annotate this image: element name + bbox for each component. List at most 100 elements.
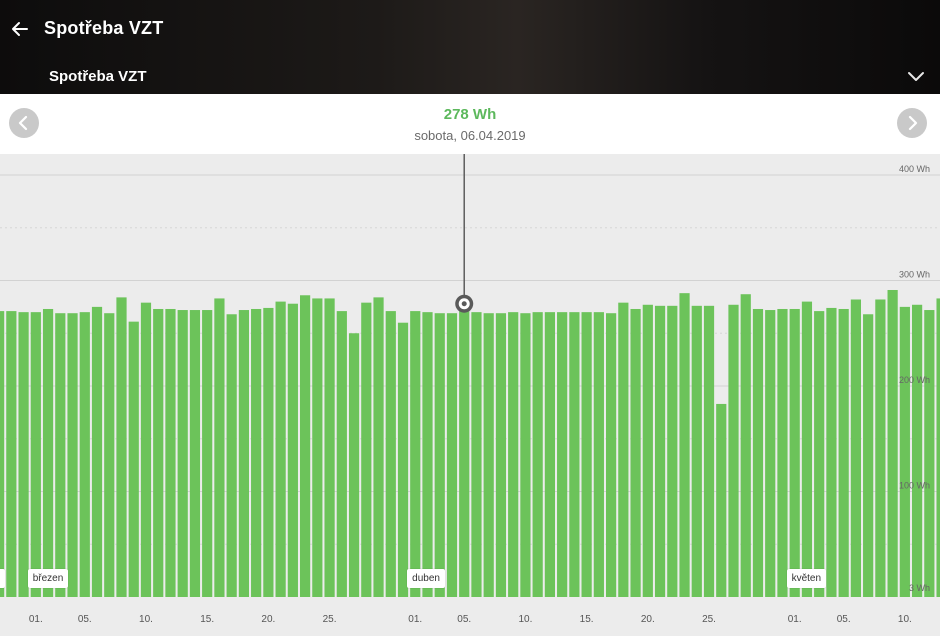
chart-bar[interactable] xyxy=(177,310,188,597)
chart-bar[interactable] xyxy=(642,304,653,597)
chart-bar[interactable] xyxy=(459,303,470,597)
chart-bar[interactable] xyxy=(826,307,837,597)
chart-bar[interactable] xyxy=(520,313,531,597)
chart-bar[interactable] xyxy=(581,312,592,597)
chart-bar[interactable] xyxy=(30,312,41,597)
chart-bar[interactable] xyxy=(924,310,935,597)
chart-bar[interactable] xyxy=(936,298,940,597)
chart-bar[interactable] xyxy=(667,305,678,597)
chart-bar[interactable] xyxy=(814,311,825,597)
chart-bar[interactable] xyxy=(544,312,555,597)
x-tick-label: 01. xyxy=(788,614,802,625)
chart-bar[interactable] xyxy=(912,304,923,597)
chart-bar[interactable] xyxy=(128,321,139,597)
chart-bar[interactable] xyxy=(275,301,286,597)
chart-bar[interactable] xyxy=(55,313,66,597)
month-label: duben xyxy=(407,569,445,588)
chevron-down-icon[interactable] xyxy=(904,66,928,88)
series-dropdown-value[interactable]: Spotřeba VZT xyxy=(49,68,147,85)
x-tick-label: 15. xyxy=(200,614,214,625)
chart-bar[interactable] xyxy=(373,297,384,597)
y-tick-label: 200 Wh xyxy=(899,375,930,385)
chart-bar[interactable] xyxy=(777,308,788,597)
chart-bar[interactable] xyxy=(593,312,604,597)
chart-bar[interactable] xyxy=(361,302,372,597)
x-tick-label: 25. xyxy=(702,614,716,625)
chart-bar[interactable] xyxy=(863,314,874,597)
back-arrow-icon[interactable] xyxy=(8,16,32,42)
x-tick-label: 15. xyxy=(580,614,594,625)
consumption-bar-chart[interactable]: 400 Wh 300 Wh 200 Wh 100 Wh 3 Wh 01. 05. 10. 15.… xyxy=(0,154,940,636)
chart-bar[interactable] xyxy=(765,310,776,597)
chart-bar[interactable] xyxy=(606,313,617,597)
chart-bar[interactable] xyxy=(483,313,494,597)
x-tick-label: 20. xyxy=(641,614,655,625)
chart-bar[interactable] xyxy=(214,298,225,597)
chart-bar[interactable] xyxy=(654,305,666,597)
selection-info-bar: 278 Wh sobota, 06.04.2019 xyxy=(0,94,940,154)
chart-bar[interactable] xyxy=(532,312,543,597)
chart-bar[interactable] xyxy=(899,306,910,597)
y-tick-label: 400 Wh xyxy=(899,164,930,174)
chart-bar[interactable] xyxy=(67,313,78,597)
chart-bar[interactable] xyxy=(238,310,249,597)
previous-button[interactable] xyxy=(9,108,39,138)
chart-bar[interactable] xyxy=(18,312,29,597)
chart-bar[interactable] xyxy=(312,298,323,597)
chart-bar[interactable] xyxy=(703,305,715,597)
chart-bar[interactable] xyxy=(385,311,396,597)
chart-bar[interactable] xyxy=(165,308,176,597)
chart-bar[interactable] xyxy=(324,298,335,597)
chart-canvas: 400 Wh 300 Wh 200 Wh 100 Wh 3 Wh 01. 05. 10. 15.… xyxy=(0,154,940,625)
chart-bar[interactable] xyxy=(434,313,445,597)
chart-bar[interactable] xyxy=(0,311,5,597)
chart-bar[interactable] xyxy=(850,299,861,597)
chart-bar[interactable] xyxy=(42,308,54,597)
chart-bar[interactable] xyxy=(728,304,739,597)
next-button[interactable] xyxy=(897,108,927,138)
chart-bar[interactable] xyxy=(887,289,898,597)
chart-bar[interactable] xyxy=(471,312,482,597)
chart-bar[interactable] xyxy=(740,294,751,597)
chart-bar[interactable] xyxy=(801,301,813,597)
chart-bar[interactable] xyxy=(875,299,886,597)
chart-bar[interactable] xyxy=(716,403,727,597)
x-tick-label: 01. xyxy=(29,614,43,625)
chart-bar[interactable] xyxy=(422,312,433,597)
chart-bar[interactable] xyxy=(140,302,152,597)
chart-bar[interactable] xyxy=(508,312,519,597)
chart-bar[interactable] xyxy=(618,302,629,597)
chart-bar[interactable] xyxy=(202,310,213,597)
chart-bar[interactable] xyxy=(752,308,764,597)
chart-bar[interactable] xyxy=(557,312,568,597)
chart-bar[interactable] xyxy=(251,308,262,597)
chart-bar[interactable] xyxy=(348,333,360,597)
chart-bar[interactable] xyxy=(287,303,298,597)
x-tick-label: 05. xyxy=(457,614,471,625)
chart-bar[interactable] xyxy=(446,313,458,597)
chart-bar[interactable] xyxy=(153,308,164,597)
x-tick-label: 10. xyxy=(139,614,153,625)
chart-bar[interactable] xyxy=(691,305,702,597)
chart-bar[interactable] xyxy=(495,313,507,597)
chevron-left-icon xyxy=(18,115,28,131)
chart-bar[interactable] xyxy=(630,308,641,597)
month-label: or xyxy=(0,569,5,588)
chart-bar[interactable] xyxy=(789,308,800,597)
chart-bar[interactable] xyxy=(6,311,17,597)
chart-bar[interactable] xyxy=(91,306,103,597)
chart-bar[interactable] xyxy=(116,297,127,597)
chart-bar[interactable] xyxy=(397,322,409,597)
chart-bar[interactable] xyxy=(838,308,849,597)
x-tick-label: 05. xyxy=(837,614,851,625)
chart-bar[interactable] xyxy=(79,312,90,597)
chart-bar[interactable] xyxy=(336,311,347,597)
chart-bar[interactable] xyxy=(679,293,690,597)
chart-bar[interactable] xyxy=(300,295,311,597)
chart-bar[interactable] xyxy=(263,307,274,597)
chart-bar[interactable] xyxy=(189,310,201,597)
chart-bar[interactable] xyxy=(569,312,580,597)
chart-bar[interactable] xyxy=(410,311,421,597)
chart-bar[interactable] xyxy=(226,314,237,597)
chart-bar[interactable] xyxy=(104,313,115,597)
